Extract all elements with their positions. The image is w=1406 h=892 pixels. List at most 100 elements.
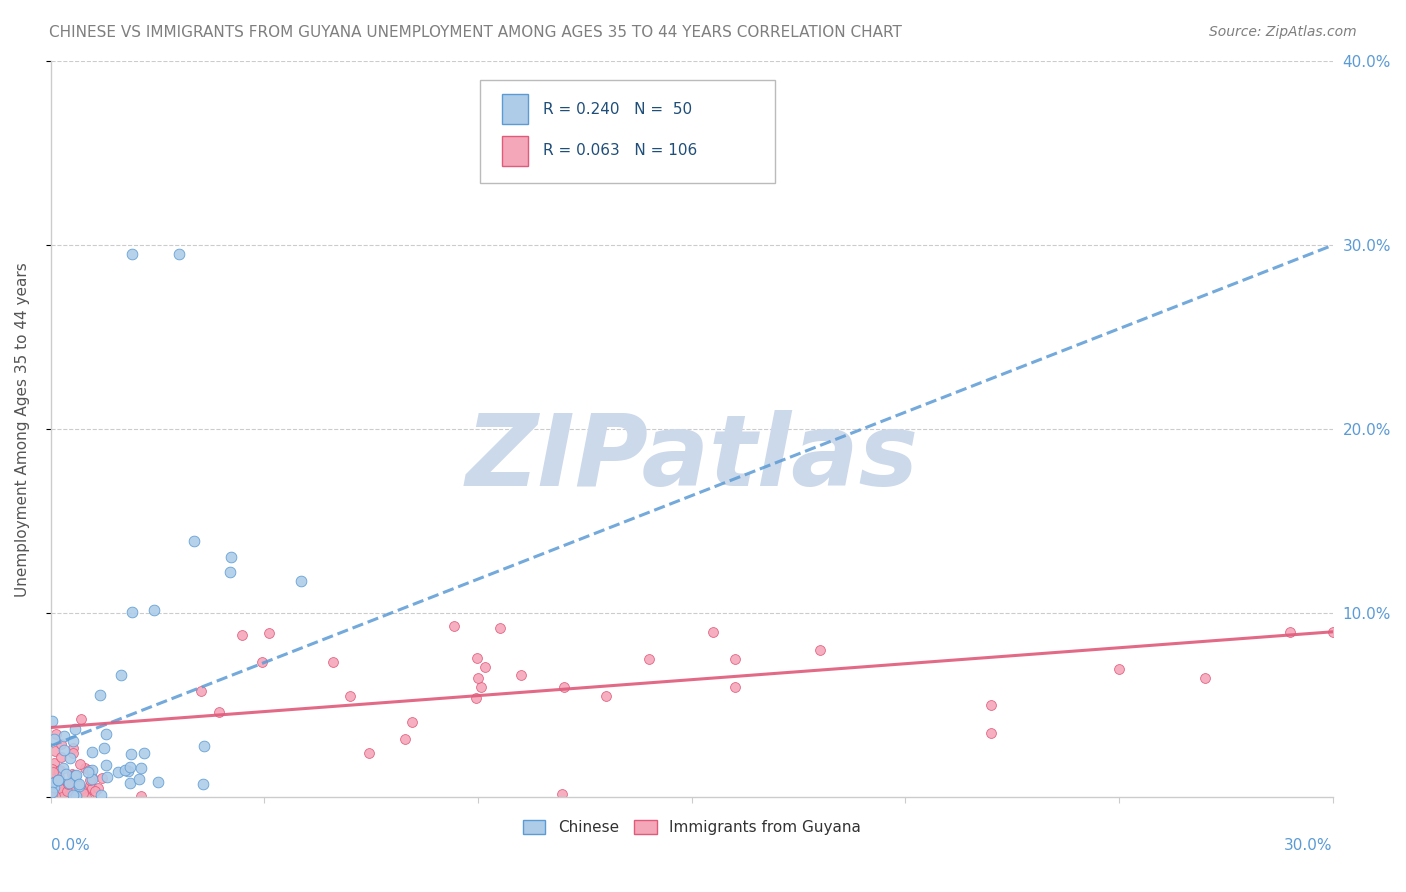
Point [82, 780, 104, 795]
Point [980, 726, 1002, 740]
Point [120, 747, 142, 761]
Point [63, 781, 86, 796]
Point [76, 764, 98, 779]
Point [41, 790, 63, 805]
Point [52, 788, 75, 802]
Legend: Chinese, Immigrants from Guyana: Chinese, Immigrants from Guyana [516, 814, 868, 841]
Point [41, 785, 63, 799]
Point [46, 773, 69, 788]
Point [63, 722, 86, 736]
Point [41, 775, 63, 789]
Point [41, 762, 63, 776]
Point [474, 660, 496, 674]
Point [702, 624, 724, 639]
Point [62, 768, 84, 782]
FancyBboxPatch shape [502, 136, 527, 166]
Point [259, 625, 281, 640]
Point [49, 749, 72, 764]
Point [553, 680, 575, 694]
Point [96, 770, 118, 784]
Point [65, 789, 87, 803]
Point [46, 773, 69, 788]
Text: ZIPatlas: ZIPatlas [465, 410, 918, 508]
Point [128, 772, 150, 787]
Point [52, 788, 75, 802]
Point [488, 622, 510, 636]
Point [76, 789, 98, 804]
Point [89, 688, 111, 702]
Point [322, 655, 344, 669]
Point [394, 732, 416, 747]
Point [41, 714, 63, 728]
Point [41, 771, 63, 785]
Point [79, 763, 101, 777]
Point [55, 766, 77, 780]
Point [443, 619, 465, 633]
Point [146, 775, 169, 789]
Point [41, 779, 63, 793]
Point [183, 533, 205, 548]
Point [551, 788, 574, 802]
Point [41, 779, 63, 793]
Point [39, 786, 62, 800]
Point [67, 777, 90, 791]
Point [75, 789, 97, 804]
Text: Source: ZipAtlas.com: Source: ZipAtlas.com [1209, 25, 1357, 39]
Text: R = 0.240   N =  50: R = 0.240 N = 50 [543, 102, 692, 117]
Point [87, 780, 110, 795]
Point [79, 781, 101, 796]
Point [52, 761, 75, 775]
Point [80, 745, 103, 759]
Point [53, 788, 76, 802]
Point [142, 603, 165, 617]
Point [190, 684, 212, 698]
Point [44, 783, 66, 797]
Point [39, 783, 62, 797]
Point [42, 764, 65, 779]
Point [58, 776, 80, 790]
Point [470, 680, 492, 694]
Point [131, 760, 153, 774]
Point [51, 790, 73, 805]
Point [48, 770, 70, 784]
Text: 30.0%: 30.0% [1284, 838, 1333, 853]
Point [118, 760, 141, 774]
Text: R = 0.063   N = 106: R = 0.063 N = 106 [543, 144, 697, 159]
Point [41, 786, 63, 800]
Point [131, 789, 153, 804]
Point [808, 643, 831, 657]
Point [93, 741, 115, 756]
Point [110, 667, 132, 681]
Point [42, 789, 65, 803]
Point [117, 764, 139, 778]
Point [290, 574, 312, 588]
Point [62, 740, 84, 755]
Point [219, 550, 242, 565]
Text: 0.0%: 0.0% [51, 838, 90, 853]
Point [1108, 662, 1130, 676]
Point [60, 779, 83, 793]
Point [83, 783, 105, 797]
Point [595, 690, 617, 704]
Point [250, 655, 273, 669]
Point [48, 764, 70, 779]
Point [207, 705, 229, 719]
Point [723, 680, 745, 694]
Point [39, 770, 62, 784]
Point [44, 790, 66, 805]
Point [39, 776, 62, 790]
Point [79, 773, 101, 788]
Point [65, 767, 87, 781]
Point [1322, 624, 1344, 639]
Point [63, 769, 86, 783]
Point [55, 778, 77, 792]
Point [60, 767, 83, 781]
Point [980, 698, 1002, 713]
FancyBboxPatch shape [481, 79, 775, 183]
Point [59, 751, 82, 765]
Point [73, 761, 96, 775]
Point [56, 783, 79, 797]
Point [63, 768, 86, 782]
Point [339, 690, 361, 704]
Point [52, 729, 75, 743]
